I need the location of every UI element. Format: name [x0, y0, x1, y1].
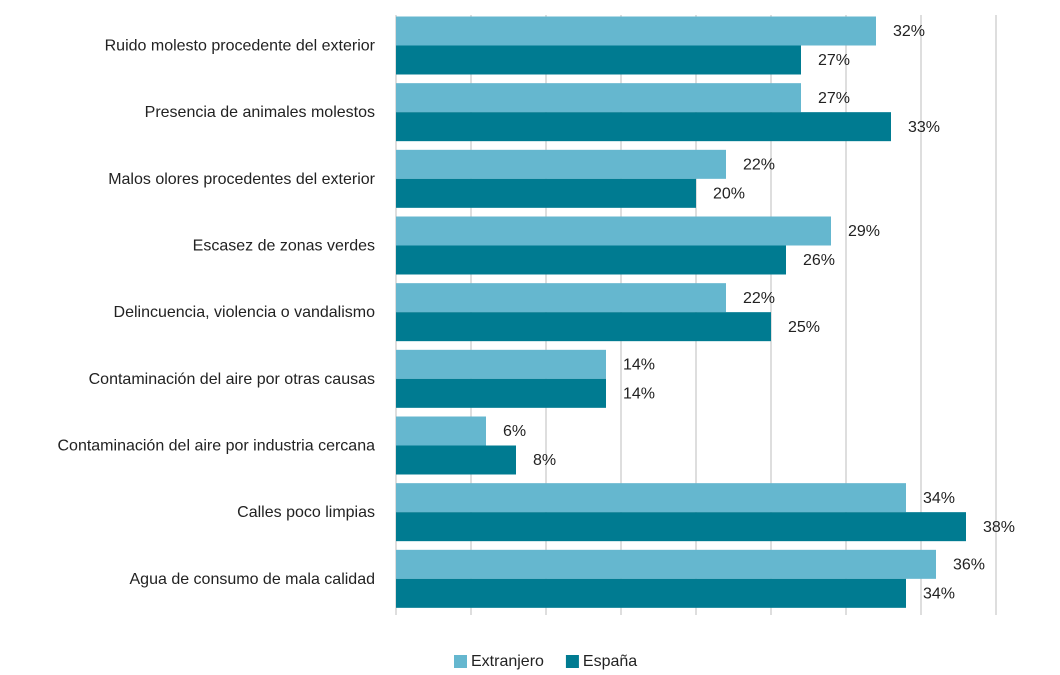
category-label: Escasez de zonas verdes — [193, 238, 375, 255]
bar — [396, 512, 966, 542]
category-label: Contaminación del aire por industria cer… — [57, 438, 375, 455]
category-label: Agua de consumo de mala calidad — [130, 571, 376, 588]
category-label: Presencia de animales molestos — [145, 104, 375, 121]
data-label: 36% — [953, 557, 985, 574]
category-label: Contaminación del aire por otras causas — [89, 371, 375, 388]
category-label: Calles poco limpias — [237, 504, 375, 521]
data-label: 8% — [533, 452, 556, 469]
data-label: 22% — [743, 157, 775, 174]
legend-label: España — [583, 653, 637, 670]
bar — [396, 178, 696, 208]
bar — [396, 349, 606, 379]
bar — [396, 483, 906, 513]
data-label: 34% — [923, 586, 955, 603]
legend-label: Extranjero — [471, 653, 544, 670]
data-label: 32% — [893, 23, 925, 40]
bar — [396, 45, 801, 75]
data-label: 33% — [908, 119, 940, 136]
category-label: Delincuencia, violencia o vandalismo — [114, 304, 376, 321]
bar — [396, 216, 831, 246]
category-label: Malos olores procedentes del exterior — [108, 171, 375, 188]
category-label: Ruido molesto procedente del exterior — [105, 38, 376, 55]
data-label: 6% — [503, 423, 526, 440]
bar — [396, 245, 786, 275]
data-label: 25% — [788, 319, 820, 336]
data-label: 26% — [803, 252, 835, 269]
bar — [396, 16, 876, 46]
data-label: 20% — [713, 186, 745, 203]
data-label: 14% — [623, 357, 655, 374]
bar — [396, 445, 516, 475]
legend-swatch — [454, 655, 467, 668]
bar — [396, 378, 606, 408]
bar — [396, 549, 936, 579]
bar — [396, 416, 486, 446]
bar — [396, 83, 801, 113]
data-label: 14% — [623, 386, 655, 403]
data-label: 27% — [818, 90, 850, 107]
bar — [396, 283, 726, 313]
legend-swatch — [565, 655, 579, 668]
data-label: 34% — [923, 490, 955, 507]
bar — [396, 112, 891, 142]
data-label: 27% — [818, 52, 850, 69]
data-label: 22% — [743, 290, 775, 307]
bar — [396, 578, 906, 608]
data-label: 29% — [848, 223, 880, 240]
data-label: 38% — [983, 519, 1015, 536]
bar — [396, 149, 726, 179]
bar — [396, 312, 771, 342]
